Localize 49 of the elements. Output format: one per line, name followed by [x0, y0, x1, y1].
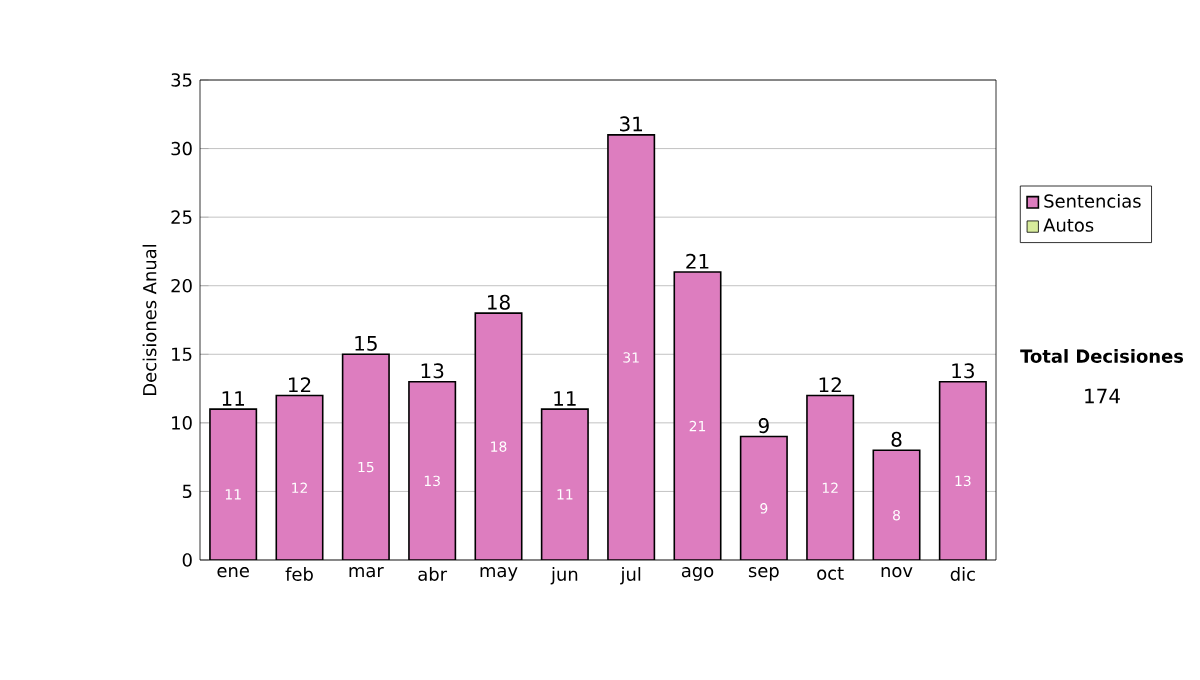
y-tick-label: 10 [172, 416, 192, 430]
total-label: 11 [554, 391, 576, 406]
total-label: 13 [421, 363, 444, 379]
total-label: 12 [819, 377, 841, 393]
bar [674, 272, 721, 560]
bar [740, 436, 788, 560]
x-tick-label: sep [748, 567, 779, 581]
x-tick-label: ago [681, 567, 714, 581]
bar [209, 409, 257, 560]
total-label: 12 [289, 377, 311, 393]
total-label: 9 [758, 418, 769, 434]
y-axis-title: Decisiones Anual [142, 244, 157, 395]
y-tick-label: 5 [182, 484, 192, 499]
bar [541, 409, 589, 560]
y-tick-label: 0 [182, 553, 192, 567]
total-label: 13 [952, 363, 974, 379]
x-tick-label: nov [881, 567, 913, 578]
x-tick-label: jul [620, 567, 641, 585]
x-tick-label: dic [950, 567, 975, 581]
text: 174 [1085, 388, 1120, 404]
bar [873, 450, 920, 560]
total-label: 15 [355, 336, 377, 351]
x-tick-label: oct [817, 567, 844, 580]
bar [938, 380, 987, 560]
total-label: 11 [222, 391, 245, 406]
x-tick-label: may [480, 567, 518, 581]
y-tick-label: 15 [172, 347, 192, 361]
x-tick-label: feb [285, 567, 313, 581]
y-tick-label: 35 [171, 73, 192, 87]
legend-label: Sentencias [1044, 193, 1141, 208]
total-label: 21 [686, 253, 709, 269]
x-tick-label: jun [550, 567, 578, 585]
bar [276, 395, 323, 560]
bar [475, 313, 522, 560]
total-label: 8 [891, 431, 902, 447]
y-tick-label: 20 [171, 278, 192, 293]
x-tick-label: abr [418, 567, 448, 581]
bar [408, 381, 456, 560]
x-tick-label: mar [349, 567, 384, 578]
y-tick-label: 30 [171, 141, 192, 156]
bar [607, 134, 655, 560]
bar [342, 354, 390, 560]
y-tick-label: 25 [171, 210, 192, 224]
legend-label: Autos [1043, 218, 1094, 232]
bar [806, 395, 854, 560]
total-label: 18 [488, 294, 510, 310]
text: Total Decisiones [1020, 349, 1184, 363]
x-tick-label: ene [217, 567, 249, 578]
total-label: 31 [620, 116, 643, 132]
